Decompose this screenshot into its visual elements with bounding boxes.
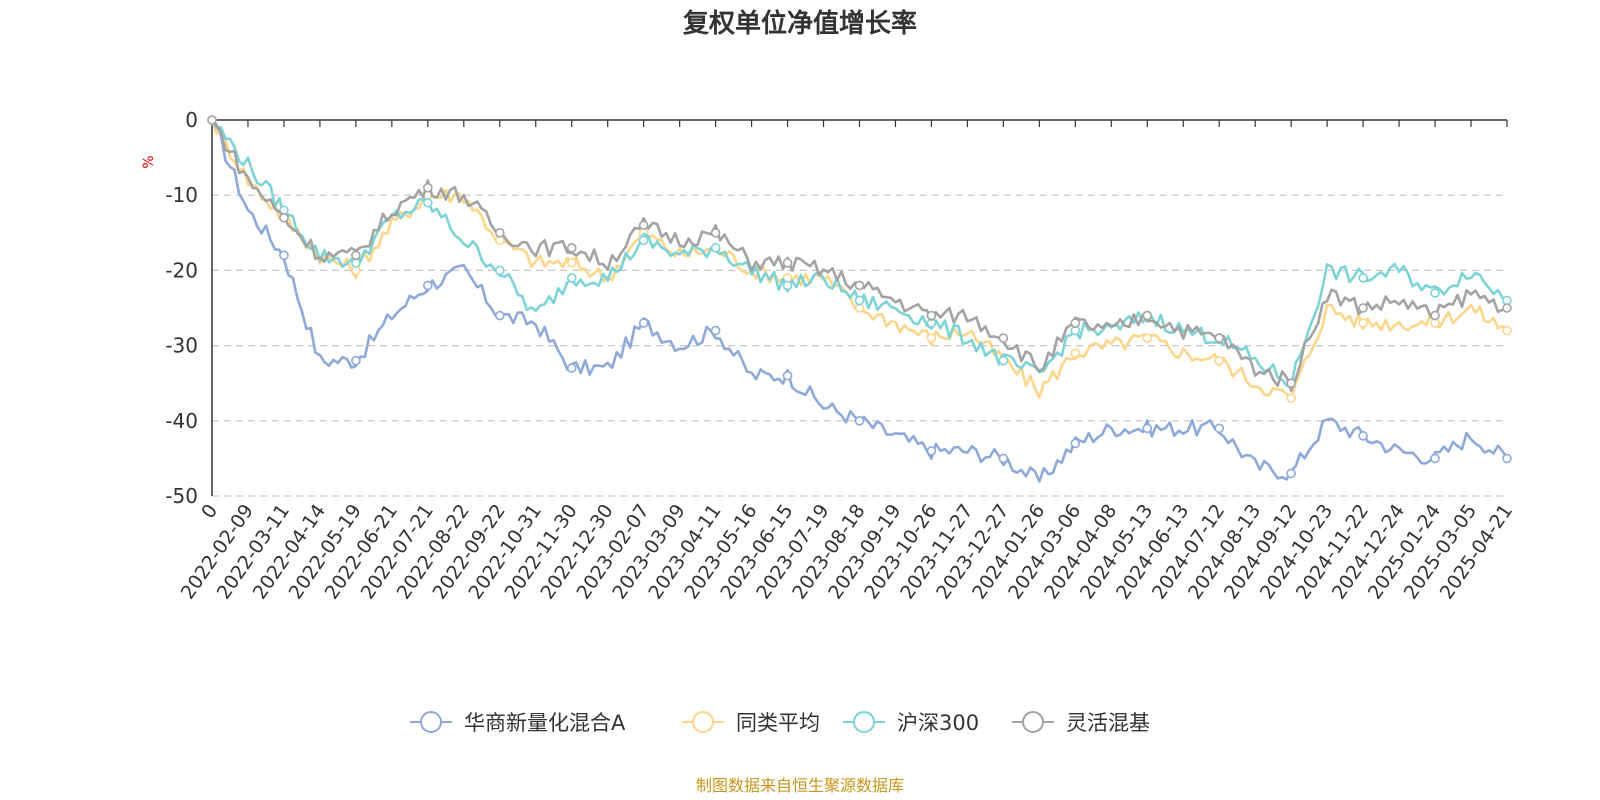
chart-title: 复权单位净值增长率 [683,8,917,39]
legend-marker [1022,711,1044,733]
data-point [1214,333,1225,343]
data-point [1358,431,1368,441]
data-point [1070,348,1081,358]
y-tick-label: -40 [165,409,198,433]
legend-label: 灵活混基 [1066,711,1150,735]
data-point [566,258,577,268]
data-point [351,355,361,366]
y-tick-label: -50 [165,484,198,508]
data-point [998,355,1009,366]
legend-label: 沪深300 [897,711,979,735]
data-point [782,370,793,381]
data-source-note: 制图数据来自恒生聚源数据库 [696,776,904,795]
legend-marker [692,711,714,733]
data-point [1142,310,1153,321]
data-point [566,243,577,253]
data-point [566,273,577,283]
data-point [1358,318,1368,328]
legend-marker [420,711,442,733]
data-point [782,280,793,291]
data-point [998,453,1009,464]
data-point [854,295,865,306]
data-point [1214,423,1225,434]
data-point [279,250,289,261]
legend[interactable]: 华商新量化混合A 同类平均 沪深300 灵活混基 [410,711,1150,735]
data-point [854,415,865,426]
y-axis-unit: % [141,155,157,168]
data-point [710,243,721,253]
x-tick-label: 0 [197,500,222,523]
data-point [638,220,649,231]
legend-item[interactable]: 灵活混基 [1012,711,1150,735]
data-point [279,212,289,223]
y-tick-label: -20 [165,258,198,282]
legend-item[interactable]: 同类平均 [682,711,820,735]
legend-item[interactable]: 华商新量化混合A [410,711,626,735]
data-point [638,318,649,328]
series-lines [207,115,1512,483]
data-point [1214,355,1225,366]
data-point [494,310,505,321]
data-point [494,228,505,238]
data-point [998,333,1009,343]
data-point [1142,423,1153,434]
y-tick-label: 0 [185,108,198,132]
data-point [1142,333,1153,343]
axes [211,119,1508,496]
legend-marker [853,711,875,733]
data-point [494,265,505,276]
data-point [638,235,649,246]
data-point [423,197,433,208]
data-point [1070,438,1081,449]
data-point [1502,303,1512,313]
data-point [710,228,721,238]
data-point [854,280,865,291]
y-tick-labels: 0 -10 -20 -30 -40 -50 [165,108,198,508]
data-point [1358,273,1368,283]
data-point [782,258,793,268]
data-point [926,310,937,321]
data-point [1430,288,1440,298]
data-point [1286,378,1296,389]
data-point [926,333,937,343]
data-point [1502,325,1512,336]
data-point [423,182,433,193]
data-point [1430,453,1440,464]
data-point [926,446,937,456]
data-point [423,280,433,291]
data-point [1286,393,1296,404]
y-tick-label: -30 [165,334,198,358]
series-line-2 [210,119,1508,401]
data-point [710,325,721,336]
legend-label: 华商新量化混合A [464,711,626,735]
x-tick-labels: 02022-02-092022-03-112022-04-142022-05-1… [177,500,1517,603]
data-point [1358,303,1368,313]
data-point [1286,468,1296,479]
legend-label: 同类平均 [736,711,820,735]
data-point [1502,453,1512,464]
data-point [207,115,217,125]
data-point [566,363,577,373]
data-point [351,250,361,261]
data-point [1070,318,1081,328]
legend-item[interactable]: 沪深300 [843,711,979,735]
y-tick-label: -10 [165,183,198,207]
data-point [1430,310,1440,321]
